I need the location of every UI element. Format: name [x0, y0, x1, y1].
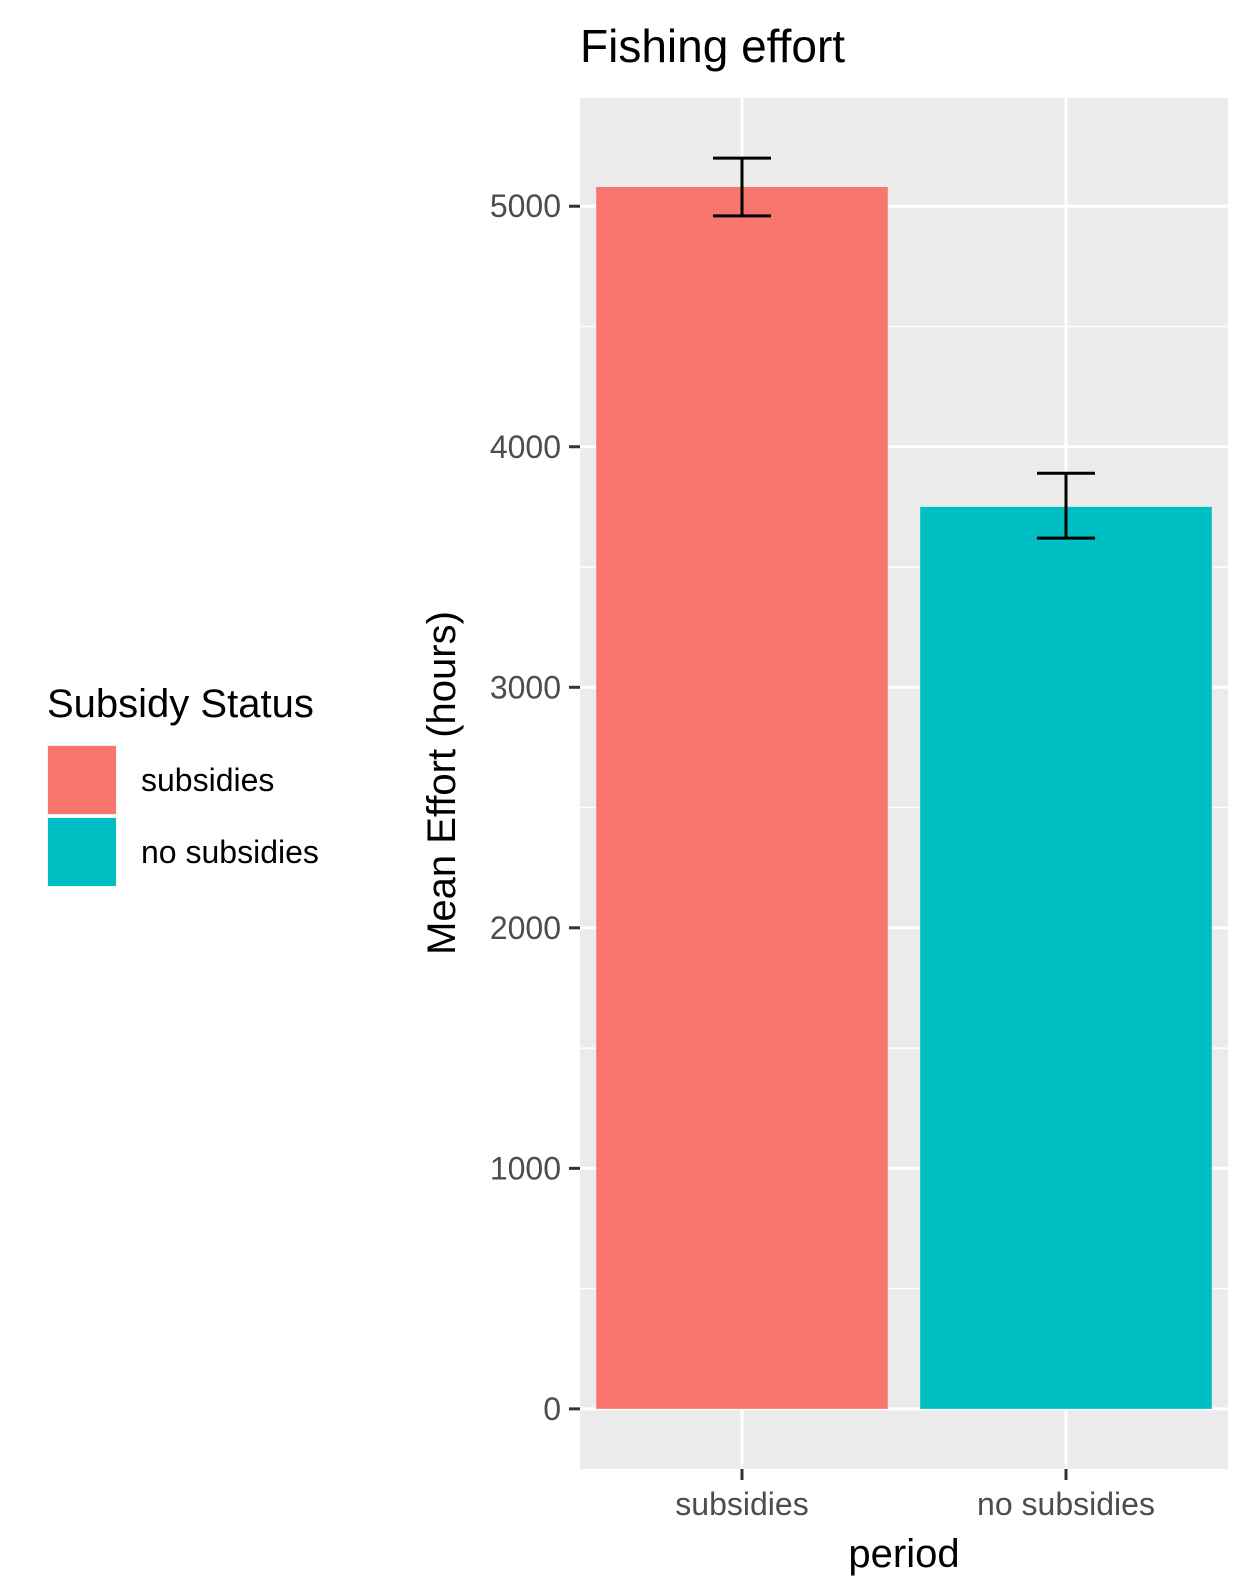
y-tick-label: 0: [543, 1391, 561, 1427]
y-axis-title: Mean Effort (hours): [420, 611, 464, 955]
y-tick-label: 3000: [490, 669, 561, 705]
y-tick-label: 5000: [490, 188, 561, 224]
y-tick-label: 2000: [490, 910, 561, 946]
error-bar: [1037, 471, 1095, 540]
error-bars: [713, 156, 1095, 540]
bar: [920, 506, 1212, 1409]
legend: Subsidy Status subsidies no subsidies: [47, 682, 319, 887]
legend-title: Subsidy Status: [47, 682, 314, 726]
x-axis-title: period: [848, 1532, 959, 1576]
bar: [596, 186, 888, 1409]
legend-label: subsidies: [141, 762, 274, 798]
x-tick-label: no subsidies: [977, 1486, 1155, 1522]
y-tick-label: 4000: [490, 429, 561, 465]
bars: [596, 186, 1212, 1409]
y-tick-label: 1000: [490, 1150, 561, 1186]
legend-swatch: [48, 746, 116, 814]
x-tick-label: subsidies: [675, 1486, 808, 1522]
y-axis: 0 1000 2000 3000 4000 5000: [490, 188, 580, 1427]
x-axis: subsidies no subsidies: [675, 1469, 1155, 1522]
legend-label: no subsidies: [141, 834, 319, 870]
error-bar: [713, 156, 771, 218]
chart-title: Fishing effort: [580, 20, 845, 72]
legend-swatch: [48, 818, 116, 886]
